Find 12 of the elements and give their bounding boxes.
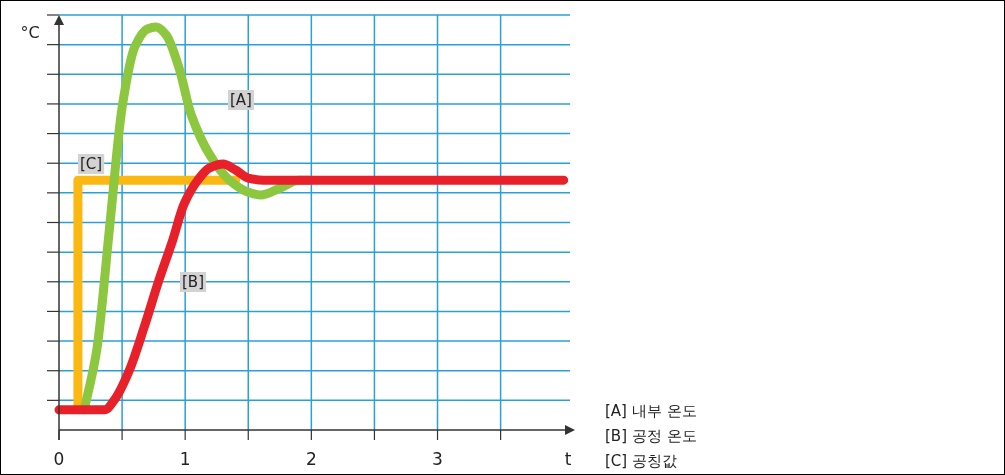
series-label: [C] [80, 155, 103, 173]
text: [B] 공정 온도 [605, 427, 697, 445]
y-axis-title: °C [20, 23, 40, 42]
x-tick-label: 1 [179, 449, 191, 469]
x-tick-label: 3 [432, 449, 443, 469]
x-tick-label: 2 [305, 449, 317, 469]
text: [A] 내부 온도 [605, 402, 697, 420]
text: [A] [230, 91, 252, 109]
text: [C] 공칭값 [605, 452, 677, 470]
x-axis-title: t [564, 449, 572, 469]
x-tick-label: 0 [53, 449, 65, 469]
series-label: [B] [182, 273, 204, 291]
